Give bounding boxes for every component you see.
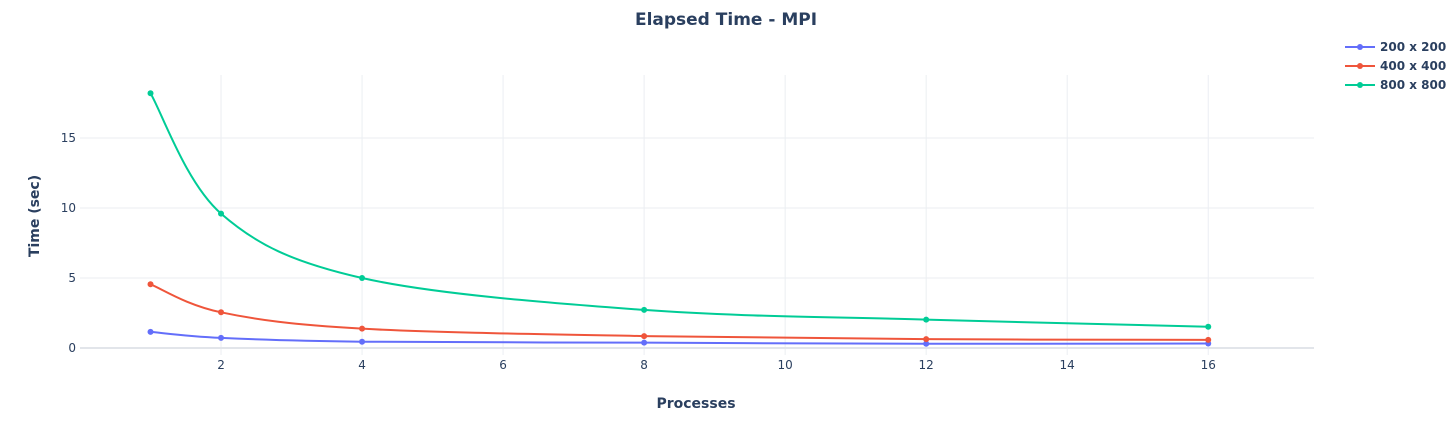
data-point[interactable] [1205, 336, 1212, 343]
x-tick-label: 10 [778, 358, 793, 372]
data-point[interactable] [147, 281, 154, 288]
series-2 [147, 90, 1212, 330]
y-tick-label: 15 [61, 131, 76, 145]
data-point[interactable] [218, 210, 225, 217]
legend-label: 800 x 800 [1380, 78, 1446, 92]
data-point[interactable] [359, 275, 366, 281]
x-tick-label: 14 [1060, 358, 1075, 372]
x-axis-title: Processes [656, 396, 735, 412]
series-line [150, 283, 1209, 341]
data-point[interactable] [641, 306, 648, 313]
x-tick-label: 6 [499, 358, 507, 372]
data-point[interactable] [359, 338, 366, 345]
legend-item[interactable]: 400 x 400 [1345, 59, 1446, 73]
data-point[interactable] [923, 340, 930, 347]
x-tick-label: 12 [919, 358, 934, 372]
data-point[interactable] [1205, 323, 1212, 330]
data-point[interactable] [147, 90, 154, 97]
y-tick-label: 10 [61, 201, 76, 215]
data-point[interactable] [641, 339, 648, 346]
legend-marker [1357, 63, 1363, 69]
series-line [150, 330, 1209, 345]
y-tick-label: 5 [68, 271, 76, 285]
legend-item[interactable]: 800 x 800 [1345, 78, 1446, 92]
chart-title: Elapsed Time - MPI [635, 10, 817, 30]
data-point[interactable] [147, 328, 154, 335]
legend-label: 400 x 400 [1380, 59, 1446, 73]
legend-marker [1357, 44, 1363, 50]
x-axis-ticks: 2 4 6 8 10 12 14 16 [217, 358, 1216, 372]
grid [80, 75, 1314, 355]
data-point[interactable] [218, 309, 225, 316]
series-1 [147, 281, 1212, 343]
series-group [147, 90, 1212, 347]
y-axis-title: Time (sec) [27, 175, 43, 257]
data-point[interactable] [923, 336, 930, 343]
x-tick-label: 2 [217, 358, 225, 372]
y-axis-ticks: 0 5 10 15 [61, 131, 76, 355]
legend-marker [1357, 82, 1363, 88]
x-tick-label: 4 [358, 358, 366, 372]
data-point[interactable] [641, 333, 648, 340]
data-point[interactable] [218, 334, 225, 341]
series-0 [147, 328, 1212, 347]
x-tick-label: 16 [1201, 358, 1216, 372]
legend-item[interactable]: 200 x 200 [1345, 40, 1446, 54]
y-tick-label: 0 [68, 341, 76, 355]
data-point[interactable] [923, 316, 930, 323]
legend-label: 200 x 200 [1380, 40, 1446, 54]
series-line [149, 92, 1209, 328]
legend[interactable]: 200 x 200 400 x 400 800 x 800 [1345, 40, 1446, 92]
x-tick-label: 8 [640, 358, 648, 372]
data-point[interactable] [359, 325, 366, 332]
